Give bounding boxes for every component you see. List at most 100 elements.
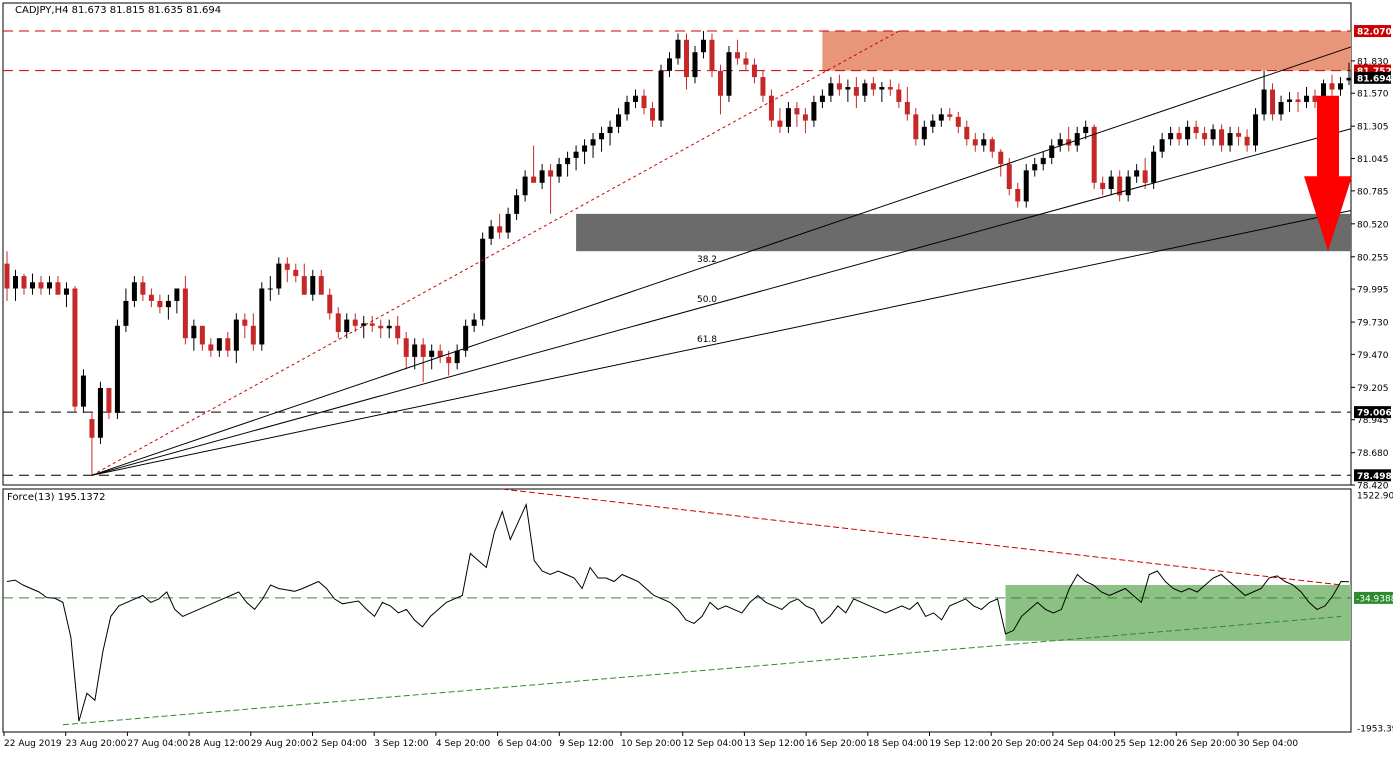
- candle-body: [1329, 83, 1335, 90]
- candle-body: [1083, 126, 1089, 134]
- candle-body: [879, 87, 885, 90]
- candle-body: [582, 145, 588, 152]
- x-tick-label: 20 Sep 20:00: [991, 739, 1051, 749]
- candle-body: [63, 288, 69, 295]
- candle-body: [836, 83, 842, 90]
- candle-body: [658, 70, 664, 121]
- candle-body: [972, 139, 978, 146]
- candle-body: [429, 350, 435, 357]
- candle-body: [913, 114, 919, 140]
- candle-body: [1278, 101, 1284, 115]
- candle-body: [89, 419, 95, 438]
- force-zone: [1005, 584, 1351, 641]
- candle-body: [616, 114, 622, 127]
- candle-body: [1295, 99, 1301, 102]
- candle-body: [497, 226, 503, 233]
- candle-body: [641, 95, 647, 109]
- fib-level-label: 38.2: [697, 255, 717, 265]
- candle-body: [607, 126, 613, 134]
- candle-body: [250, 325, 256, 345]
- candle-body: [1219, 129, 1225, 146]
- candle-body: [208, 344, 214, 351]
- y-tick-label: 81.305: [1357, 123, 1389, 133]
- candle-body: [454, 350, 460, 364]
- candle-body: [29, 282, 35, 289]
- candle-body: [420, 344, 426, 357]
- candle-body: [38, 282, 44, 289]
- x-tick-label: 2 Sep 04:00: [313, 739, 368, 749]
- x-tick-label: 26 Sep 20:00: [1176, 739, 1236, 749]
- candle-body: [624, 101, 630, 115]
- chart-title: CADJPY,H4 81.673 81.815 81.635 81.694: [15, 5, 221, 16]
- candle-body: [650, 108, 656, 121]
- candle-body: [522, 176, 528, 196]
- candle-body: [335, 313, 341, 333]
- candle-body: [131, 282, 137, 301]
- candle-body: [437, 350, 443, 357]
- candle-body: [717, 70, 723, 96]
- y-tick-label: 79.470: [1357, 351, 1389, 361]
- candle-body: [938, 114, 944, 121]
- candle-body: [1261, 89, 1267, 115]
- candle-body: [1185, 126, 1191, 140]
- candle-body: [148, 294, 154, 301]
- y-tick-label: 78.680: [1357, 449, 1389, 459]
- candle-body: [480, 238, 486, 320]
- candle-body: [157, 300, 163, 308]
- candle-body: [46, 282, 52, 289]
- x-tick-label: 19 Sep 12:00: [930, 739, 990, 749]
- candle-body: [1117, 176, 1123, 196]
- candle-body: [955, 116, 961, 127]
- resistance-zone: [822, 31, 1351, 71]
- candle-body: [344, 319, 350, 333]
- candle-body: [114, 325, 120, 413]
- candle-body: [1168, 133, 1174, 140]
- candle-body: [1151, 151, 1157, 183]
- x-tick-label: 29 Aug 20:00: [251, 739, 312, 749]
- fib-fan-line: [91, 128, 1352, 476]
- candle-body: [1040, 157, 1046, 165]
- candle-body: [811, 101, 817, 121]
- price-label: 82.070: [1357, 28, 1392, 38]
- x-tick-label: 23 Aug 20:00: [66, 739, 127, 749]
- candle-body: [361, 323, 367, 326]
- candle-body: [751, 64, 757, 78]
- candle-body: [463, 325, 469, 351]
- candle-body: [709, 39, 715, 71]
- candle-body: [174, 288, 180, 301]
- y-tick-label: 79.730: [1357, 319, 1389, 329]
- candle-body: [1193, 126, 1199, 134]
- candle-body: [989, 139, 995, 152]
- candle-body: [284, 263, 290, 270]
- x-tick-label: 16 Sep 20:00: [806, 739, 866, 749]
- candle-body: [259, 288, 265, 345]
- candle-body: [556, 164, 562, 177]
- candle-body: [828, 83, 834, 96]
- candle-body: [140, 282, 146, 295]
- candle-body: [1312, 95, 1318, 102]
- candle-body: [403, 338, 409, 357]
- y-tick-label: 79.995: [1357, 286, 1389, 296]
- candle-body: [675, 39, 681, 59]
- price-label: 79.006: [1357, 409, 1392, 419]
- candle-body: [488, 226, 494, 239]
- x-tick-label: 25 Sep 12:00: [1115, 739, 1175, 749]
- candle-body: [683, 39, 689, 78]
- x-tick-label: 28 Aug 12:00: [189, 739, 250, 749]
- x-tick-label: 24 Sep 04:00: [1053, 739, 1113, 749]
- candle-body: [225, 338, 231, 351]
- candle-body: [1287, 99, 1293, 102]
- candle-body: [1176, 133, 1182, 140]
- price-label-bg: [1354, 25, 1391, 38]
- candle-body: [531, 176, 537, 183]
- fib-level-label: 61.8: [697, 335, 717, 345]
- candle-body: [921, 126, 927, 140]
- candle-body: [1057, 139, 1063, 146]
- candle-body: [327, 294, 333, 314]
- candle-body: [692, 52, 698, 78]
- fib-fan-line: [91, 210, 1352, 476]
- candle-body: [599, 133, 605, 140]
- candle-body: [386, 325, 392, 329]
- candle-body: [80, 375, 86, 407]
